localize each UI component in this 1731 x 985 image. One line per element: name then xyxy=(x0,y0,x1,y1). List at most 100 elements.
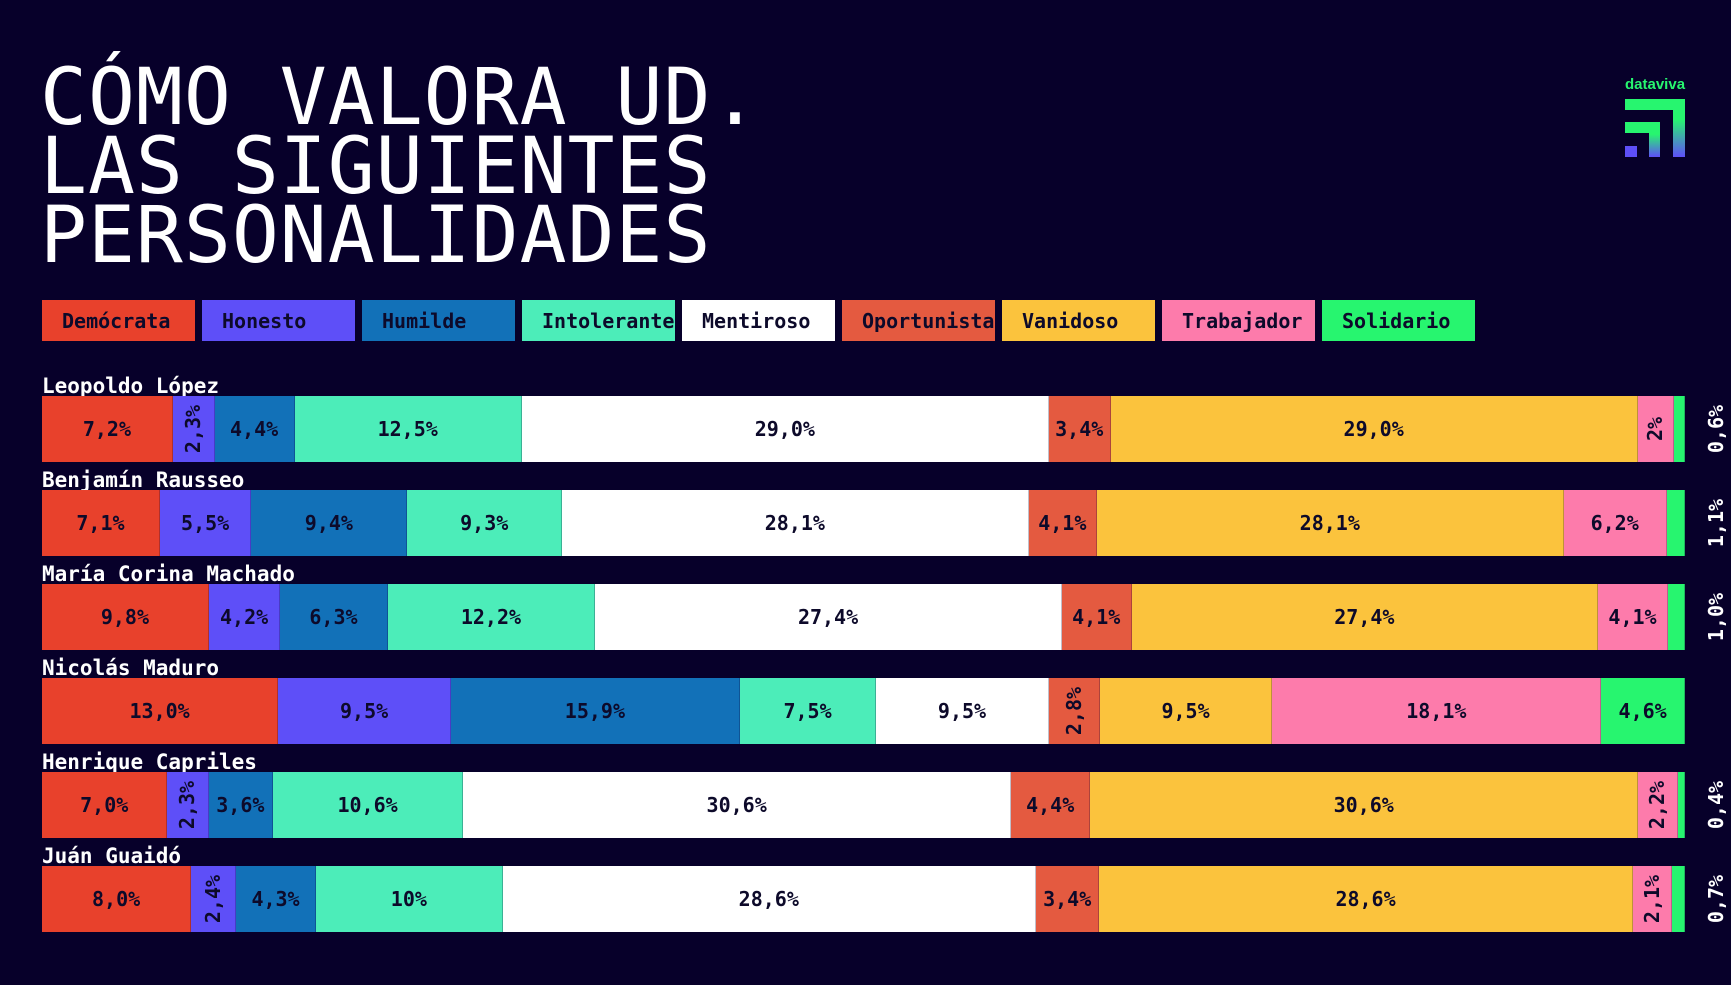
bar-segment-honesto: 2,4% xyxy=(191,866,236,932)
data-label: 28,6% xyxy=(1335,887,1396,911)
data-label: 9,5% xyxy=(1161,699,1210,723)
bar-segment-solidario: 0,4% xyxy=(1677,772,1728,838)
legend-item: Intolerante xyxy=(522,300,675,341)
bar-segment-vanidoso: 27,4% xyxy=(1131,584,1599,650)
data-label: 5,5% xyxy=(181,511,230,535)
stacked-bar: 7,2% 2,3% 4,4% 12,5% 29,0% 3,4% 29,0% 2% 0,6% xyxy=(42,396,1728,462)
data-label: 4,1% xyxy=(1072,605,1121,629)
row-label: Benjamín Rausseo xyxy=(42,468,245,492)
bar-segment-oportunista: 2,8% xyxy=(1048,678,1100,744)
bar-segment-solidario: 1,1% xyxy=(1666,490,1728,556)
data-label: 2,3% xyxy=(181,404,206,454)
data-label: 4,4% xyxy=(230,417,279,441)
bar-segment-oportunista: 4,1% xyxy=(1028,490,1097,556)
data-label: 28,1% xyxy=(1299,511,1360,535)
bar-segment-trabajador: 2,2% xyxy=(1638,772,1678,838)
data-label: 9,5% xyxy=(340,699,389,723)
legend-item: Trabajador xyxy=(1162,300,1315,341)
legend-item: Solidario xyxy=(1322,300,1475,341)
bar-segment-humilde: 6,3% xyxy=(280,584,388,650)
data-label: 6,2% xyxy=(1590,511,1639,535)
bar-segment-solidario: 1,0% xyxy=(1667,584,1728,650)
bar-segment-humilde: 3,6% xyxy=(208,772,274,838)
bar-segment-mentiroso: 27,4% xyxy=(595,584,1062,650)
legend-item: Oportunista xyxy=(842,300,995,341)
bar-segment-humilde: 4,3% xyxy=(235,866,317,932)
data-label: 4,6% xyxy=(1618,699,1667,723)
bar-segment-mentiroso: 28,1% xyxy=(561,490,1029,556)
row-label: Nicolás Maduro xyxy=(42,656,220,680)
data-label: 10% xyxy=(390,887,427,911)
bar-segment-oportunista: 4,4% xyxy=(1011,772,1091,838)
row-label: Henrique Capriles xyxy=(42,750,257,774)
bar-segment-demócrata: 13,0% xyxy=(42,678,279,744)
bar-segment-demócrata: 7,2% xyxy=(42,396,173,462)
data-label: 7,1% xyxy=(76,511,125,535)
title-line: LAS SIGUIENTES xyxy=(40,122,712,212)
bar-segment-honesto: 9,5% xyxy=(278,678,451,744)
bar-row: Juán Guaidó 8,0% 2,4% 4,3% 10% 28,6% 3,4% 28,6%… xyxy=(42,844,1728,939)
bar-segment-vanidoso: 29,0% xyxy=(1110,396,1638,462)
bar-segment-mentiroso: 30,6% xyxy=(463,772,1012,838)
bar-segment-intolerante: 9,3% xyxy=(407,490,562,556)
bar-segment-trabajador: 2% xyxy=(1637,396,1675,462)
legend-item: Humilde xyxy=(362,300,515,341)
data-label: 3,4% xyxy=(1043,887,1092,911)
bar-segment-solidario: 4,6% xyxy=(1601,678,1685,744)
bar-segment-humilde: 4,4% xyxy=(214,396,295,462)
stacked-bar: 9,8% 4,2% 6,3% 12,2% 27,4% 4,1% 27,4% 4,1% 1,0% xyxy=(42,584,1728,650)
data-label: 4,1% xyxy=(1608,605,1657,629)
title-line: CÓMO VALORA UD. xyxy=(40,53,760,143)
data-label: 28,1% xyxy=(764,511,825,535)
bar-segment-mentiroso: 28,6% xyxy=(502,866,1036,932)
stacked-bar: 13,0% 9,5% 15,9% 7,5% 9,5% 2,8% 9,5% 18,1% 4,6% xyxy=(42,678,1685,744)
data-label: 30,6% xyxy=(1333,793,1394,817)
legend-item: Vanidoso xyxy=(1002,300,1155,341)
chart-legend: Demócrata Honesto Humilde Intolerante Mentir… xyxy=(42,300,1475,341)
bar-segment-mentiroso: 9,5% xyxy=(876,678,1049,744)
bar-row: Leopoldo López 7,2% 2,3% 4,4% 12,5% 29,0% 3,4%… xyxy=(42,374,1728,469)
data-label: 30,6% xyxy=(706,793,767,817)
data-label: 7,2% xyxy=(82,417,131,441)
data-label: 10,6% xyxy=(337,793,398,817)
data-label: 18,1% xyxy=(1406,699,1467,723)
legend-item: Demócrata xyxy=(42,300,195,341)
bar-row: María Corina Machado 9,8% 4,2% 6,3% 12,2% 27,… xyxy=(42,563,1728,657)
row-label: Leopoldo López xyxy=(42,374,220,398)
bar-row: Benjamín Rausseo 7,1% 5,5% 9,4% 9,3% 28,1% 4,1… xyxy=(42,468,1728,563)
legend-item: Honesto xyxy=(202,300,355,341)
data-label: 7,0% xyxy=(80,793,129,817)
data-label: 1,0% xyxy=(1703,592,1728,642)
row-label: Juán Guaidó xyxy=(42,844,182,868)
bar-segment-trabajador: 4,1% xyxy=(1598,584,1668,650)
data-label: 28,6% xyxy=(738,887,799,911)
bar-segment-honesto: 5,5% xyxy=(159,490,252,556)
data-label: 4,1% xyxy=(1038,511,1087,535)
data-label: 0,7% xyxy=(1704,874,1729,924)
data-label: 0,4% xyxy=(1703,780,1728,830)
dataviva-logo: dataviva xyxy=(1625,76,1685,161)
bar-segment-solidario: 0,7% xyxy=(1671,866,1728,932)
bar-row: Henrique Capriles 7,0% 2,3% 3,6% 10,6% 30,6% 4… xyxy=(42,750,1728,845)
bar-segment-honesto: 2,3% xyxy=(167,772,209,838)
data-label: 9,4% xyxy=(304,511,353,535)
data-label: 13,0% xyxy=(129,699,190,723)
data-label: 3,4% xyxy=(1055,417,1104,441)
bar-segment-intolerante: 12,5% xyxy=(294,396,522,462)
bar-segment-trabajador: 6,2% xyxy=(1563,490,1667,556)
bar-segment-humilde: 9,4% xyxy=(251,490,408,556)
data-label: 2,8% xyxy=(1061,686,1086,736)
data-label: 2,4% xyxy=(201,874,226,924)
data-label: 2,2% xyxy=(1645,780,1670,830)
data-label: 6,3% xyxy=(309,605,358,629)
title-line: PERSONALIDADES xyxy=(40,191,712,281)
data-label: 1,1% xyxy=(1704,498,1729,548)
legend-item: Mentiroso xyxy=(682,300,835,341)
bar-segment-humilde: 15,9% xyxy=(450,678,740,744)
data-label: 7,5% xyxy=(783,699,832,723)
data-label: 2,1% xyxy=(1639,874,1664,924)
bar-segment-demócrata: 7,0% xyxy=(42,772,168,838)
bar-segment-intolerante: 10% xyxy=(316,866,503,932)
bar-segment-demócrata: 9,8% xyxy=(42,584,209,650)
bar-segment-demócrata: 7,1% xyxy=(42,490,160,556)
